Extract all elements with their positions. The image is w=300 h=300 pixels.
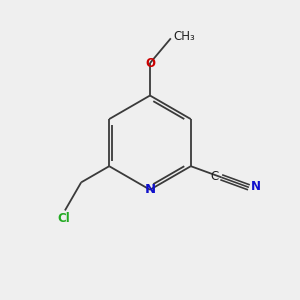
Text: C: C — [211, 170, 219, 183]
Text: O: O — [145, 57, 155, 70]
Text: N: N — [144, 183, 156, 196]
Text: N: N — [251, 180, 261, 193]
Text: Cl: Cl — [57, 212, 70, 225]
Text: CH₃: CH₃ — [174, 30, 196, 44]
